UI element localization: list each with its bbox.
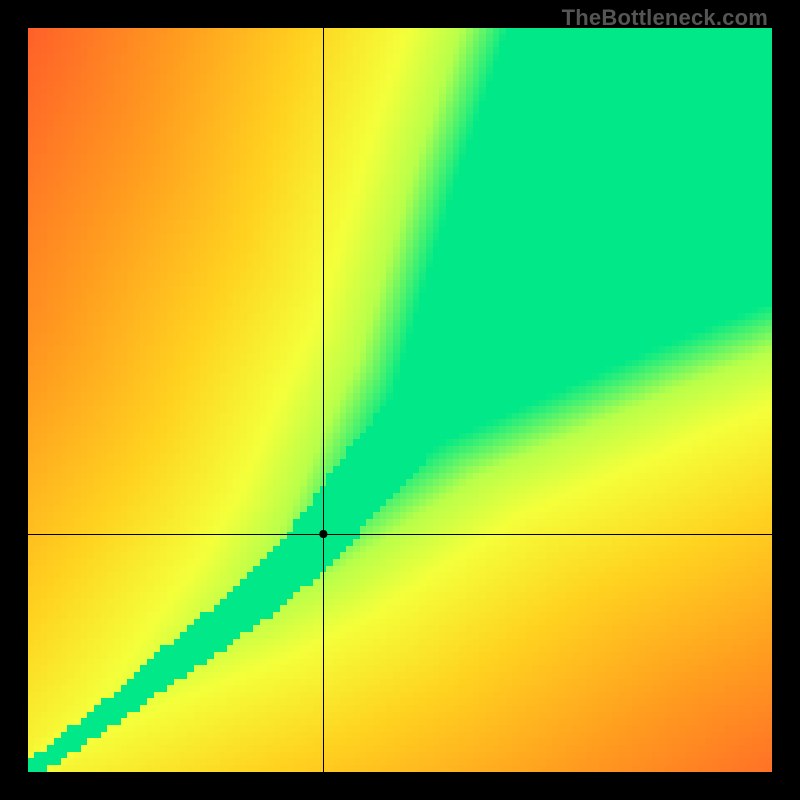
bottleneck-heatmap [28, 28, 772, 772]
watermark-text: TheBottleneck.com [562, 5, 768, 31]
